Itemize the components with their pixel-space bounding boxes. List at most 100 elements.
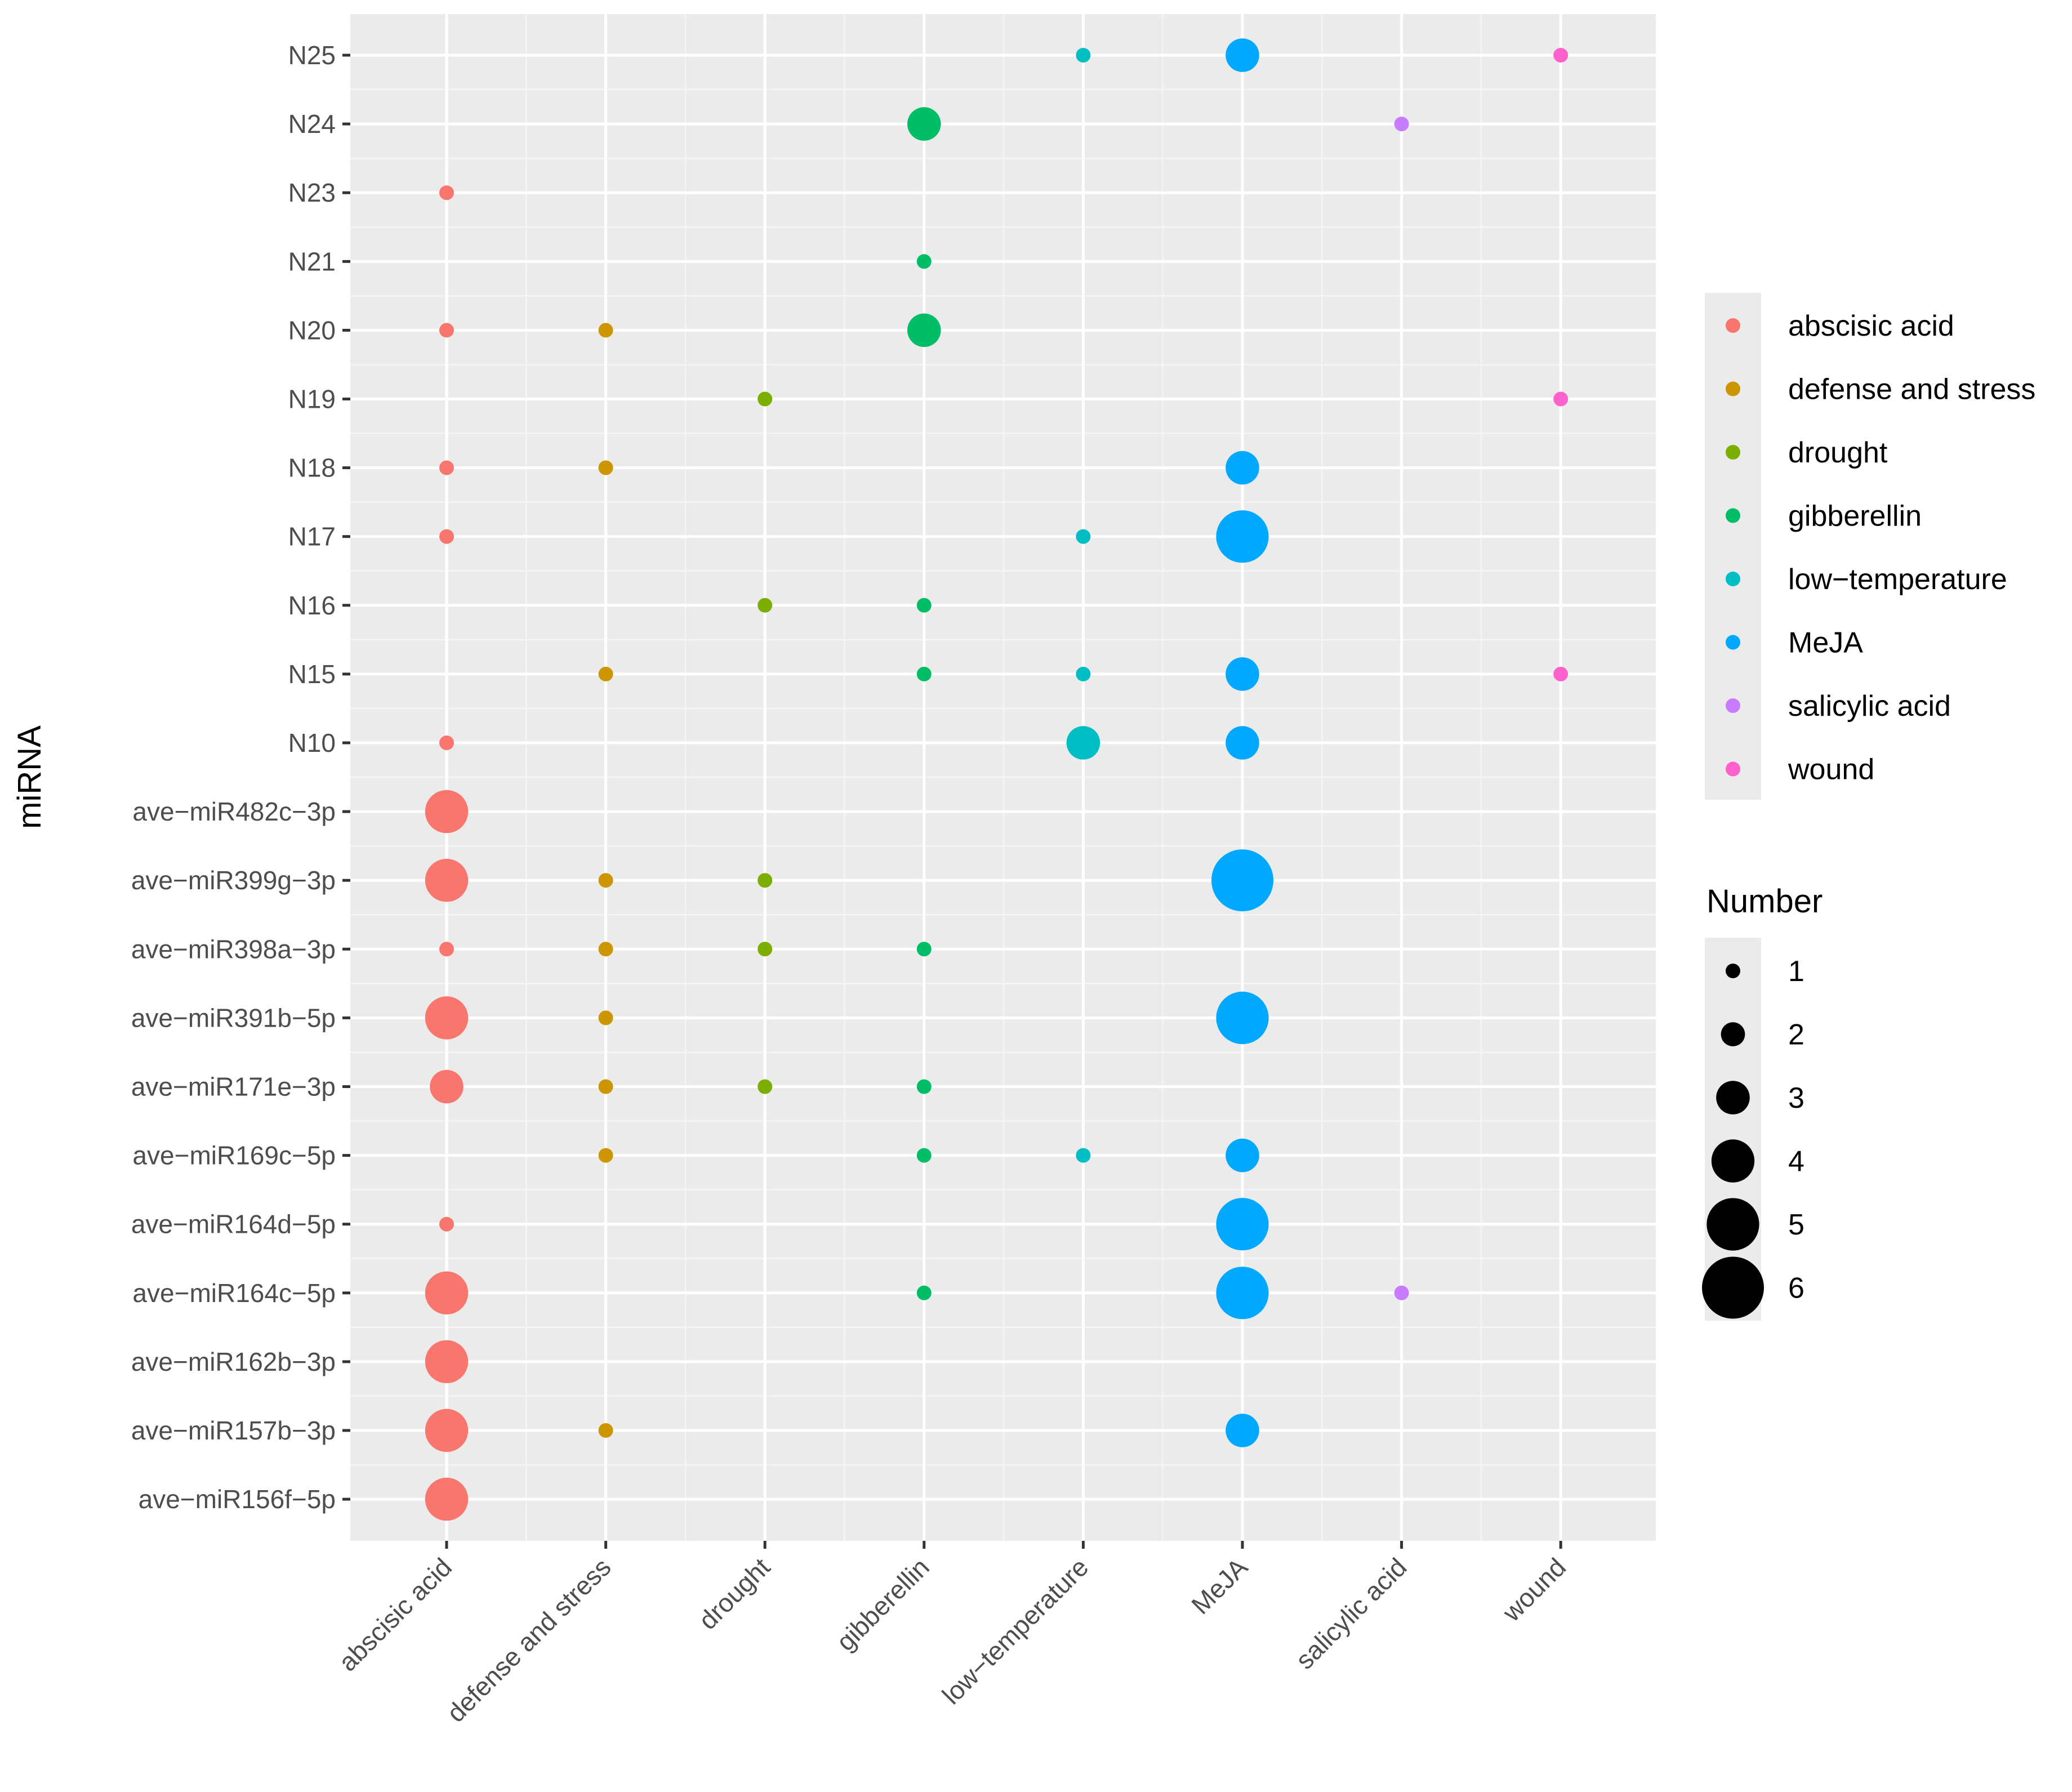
point-n15-low-temperature — [1076, 666, 1091, 681]
point-n17-meja — [1216, 510, 1269, 563]
point-n15-meja — [1226, 657, 1259, 691]
x-tick-label: gibberellin — [831, 1552, 935, 1656]
point-ave-mir169c-5p-defense-and-stress — [598, 1148, 613, 1163]
point-ave-mir391b-5p-abscisic-acid — [425, 996, 469, 1040]
legend-key-salicylic-acid — [1726, 698, 1740, 713]
legend-label-meja: MeJA — [1788, 627, 1863, 659]
legend-label-drought: drought — [1788, 436, 1888, 469]
size-label-1: 1 — [1788, 955, 1804, 988]
size-key-2 — [1721, 1022, 1745, 1046]
legend-key-wound — [1726, 761, 1740, 777]
legend-label-abscisic-acid: abscisic acid — [1788, 310, 1954, 342]
point-ave-mir164d-5p-meja — [1216, 1198, 1269, 1251]
legend-label-defense-and-stress: defense and stress — [1788, 373, 2035, 406]
size-key-6 — [1702, 1256, 1764, 1319]
legend-key-abscisic-acid — [1726, 318, 1740, 333]
point-n25-low-temperature — [1076, 48, 1091, 63]
y-tick-label: N24 — [288, 109, 336, 139]
point-ave-mir156f-5p-abscisic-acid — [425, 1477, 469, 1521]
y-tick-label: N17 — [288, 522, 336, 551]
point-ave-mir157b-3p-meja — [1226, 1414, 1259, 1447]
y-tick-label: N19 — [288, 385, 336, 414]
legend-key-drought — [1726, 445, 1740, 460]
point-n25-wound — [1553, 48, 1569, 63]
y-tick-label: N20 — [288, 315, 336, 345]
point-ave-mir398a-3p-abscisic-acid — [439, 942, 454, 957]
point-n21-gibberellin — [916, 254, 932, 269]
point-ave-mir399g-3p-meja — [1211, 849, 1273, 912]
point-ave-mir391b-5p-defense-and-stress — [598, 1010, 613, 1026]
y-tick-label: ave−miR171e−3p — [131, 1072, 336, 1102]
point-ave-mir398a-3p-gibberellin — [916, 942, 932, 957]
point-n18-abscisic-acid — [439, 460, 454, 475]
point-ave-mir399g-3p-abscisic-acid — [425, 859, 469, 902]
point-n16-gibberellin — [916, 598, 932, 613]
y-tick-label: N10 — [288, 728, 336, 757]
point-n10-low-temperature — [1066, 726, 1100, 760]
size-key-1 — [1726, 964, 1740, 978]
point-ave-mir171e-3p-abscisic-acid — [430, 1069, 464, 1104]
point-ave-mir169c-5p-gibberellin — [916, 1148, 932, 1163]
point-n15-defense-and-stress — [598, 666, 613, 681]
y-tick-label: ave−miR157b−3p — [131, 1416, 336, 1445]
y-tick-label: ave−miR162b−3p — [131, 1347, 336, 1376]
point-n19-wound — [1553, 391, 1569, 407]
point-n10-meja — [1226, 726, 1259, 760]
point-ave-mir164c-5p-meja — [1216, 1267, 1269, 1320]
size-label-5: 5 — [1788, 1209, 1804, 1241]
size-legend-title: Number — [1706, 883, 1823, 920]
point-ave-mir399g-3p-defense-and-stress — [598, 873, 613, 888]
x-tick-label: MeJA — [1186, 1552, 1253, 1620]
x-tick-label: drought — [693, 1552, 776, 1635]
point-ave-mir482c-3p-abscisic-acid — [425, 790, 469, 833]
point-ave-mir157b-3p-abscisic-acid — [425, 1408, 469, 1452]
x-tick-label: wound — [1496, 1552, 1571, 1627]
x-tick-label: abscisic acid — [333, 1552, 457, 1677]
point-n15-wound — [1553, 666, 1569, 681]
color-legend: abscisic acid defense and stress drought gi… — [1705, 293, 2035, 800]
point-n16-drought — [757, 598, 773, 613]
point-ave-mir399g-3p-drought — [757, 873, 773, 888]
y-tick-label: N16 — [288, 591, 336, 620]
y-tick-label: N15 — [288, 659, 336, 689]
legend-key-meja — [1726, 635, 1740, 650]
point-n20-defense-and-stress — [598, 323, 613, 338]
y-tick-label: ave−miR398a−3p — [131, 934, 336, 964]
point-n24-salicylic-acid — [1394, 117, 1409, 132]
point-n23-abscisic-acid — [439, 185, 454, 200]
size-key-5 — [1706, 1198, 1759, 1251]
legend-key-defense-and-stress — [1726, 381, 1740, 396]
point-n20-abscisic-acid — [439, 323, 454, 338]
y-tick-label: ave−miR164c−5p — [132, 1278, 336, 1308]
y-tick-label: N23 — [288, 178, 336, 207]
size-legend: Number 1 2 3 4 5 6 — [1702, 883, 1823, 1321]
point-ave-mir171e-3p-drought — [757, 1079, 773, 1094]
legend-label-salicylic-acid: salicylic acid — [1788, 690, 1951, 723]
x-tick-label: salicylic acid — [1290, 1552, 1412, 1675]
legend-label-low-temperature: low−temperature — [1788, 563, 2007, 596]
legend-key-low-temperature — [1726, 572, 1740, 586]
point-ave-mir157b-3p-defense-and-stress — [598, 1423, 613, 1438]
legend-key-gibberellin — [1726, 508, 1740, 523]
point-ave-mir398a-3p-defense-and-stress — [598, 942, 613, 957]
point-ave-mir171e-3p-gibberellin — [916, 1079, 932, 1094]
point-ave-mir164c-5p-salicylic-acid — [1394, 1285, 1409, 1300]
x-tick-label: low−temperature — [937, 1552, 1094, 1710]
point-ave-mir169c-5p-low-temperature — [1076, 1148, 1091, 1163]
size-key-3 — [1716, 1081, 1750, 1115]
point-n20-gibberellin — [907, 313, 941, 347]
point-n15-gibberellin — [916, 666, 932, 681]
point-n24-gibberellin — [907, 107, 941, 141]
y-tick-label: ave−miR399g−3p — [131, 866, 336, 895]
y-tick-label: N21 — [288, 247, 336, 276]
point-ave-mir169c-5p-meja — [1226, 1138, 1259, 1173]
y-tick-label: N18 — [288, 453, 336, 483]
size-label-2: 2 — [1788, 1019, 1804, 1051]
y-tick-label: ave−miR391b−5p — [131, 1003, 336, 1032]
size-label-4: 4 — [1788, 1145, 1804, 1178]
point-n17-low-temperature — [1076, 529, 1091, 544]
y-axis-title: miRNA — [11, 725, 48, 829]
color-legend-keys-bg — [1705, 293, 1761, 800]
